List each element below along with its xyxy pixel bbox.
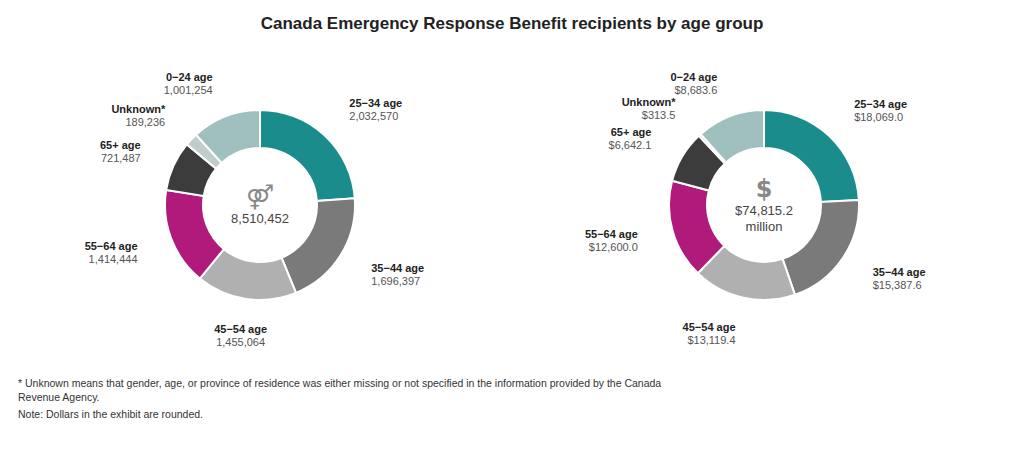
svg-text:45−54 age: 45−54 age [683,321,736,333]
html-text:million: million [745,219,783,234]
svg-text:$313.5: $313.5 [642,109,676,121]
svg-text:0−24 age: 0−24 age [166,71,213,83]
html-text:* Unknown means that gender, a: * Unknown means that gender, age, or pro… [18,377,662,403]
svg-text:721,487: 721,487 [101,152,141,164]
svg-text:55−64 age: 55−64 age [85,240,138,252]
svg-text:1,001,254: 1,001,254 [164,84,213,96]
svg-text:1,696,397: 1,696,397 [371,275,420,287]
svg-text:1,414,444: 1,414,444 [89,253,138,265]
html-text:8,510,452: 8,510,452 [231,211,289,226]
svg-text:1,455,064: 1,455,064 [216,336,265,348]
svg-text:65+ age: 65+ age [611,126,652,138]
html-text:$74,815.2: $74,815.2 [735,203,793,218]
svg-text:35−44 age: 35−44 age [371,262,424,274]
svg-text:55−64 age: 55−64 age [585,228,638,240]
svg-text:189,236: 189,236 [125,116,165,128]
html-text:Canada Emergency Response Bene: Canada Emergency Response Benefit recipi… [260,14,764,33]
svg-text:$18,069.0: $18,069.0 [854,111,903,123]
svg-text:$13,119.4: $13,119.4 [687,334,735,346]
svg-text:25−34 age: 25−34 age [349,97,402,109]
svg-text:0−24 age: 0−24 age [670,71,717,83]
html-text:Note: Dollars in the exhibit a: Note: Dollars in the exhibit are rounded… [18,408,203,420]
svg-text:65+ age: 65+ age [100,139,141,151]
svg-text:$12,600.0: $12,600.0 [589,241,638,253]
svg-text:Unknown*: Unknown* [622,96,676,108]
svg-text:35−44 age: 35−44 age [873,266,926,278]
svg-text:45−54 age: 45−54 age [214,323,267,335]
svg-text:25−34 age: 25−34 age [854,98,907,110]
svg-text:Unknown*: Unknown* [111,103,165,115]
svg-text:$6,642.1: $6,642.1 [609,139,652,151]
svg-text:$15,387.6: $15,387.6 [873,279,922,291]
svg-text:$8,683.6: $8,683.6 [674,84,717,96]
svg-text:2,032,570: 2,032,570 [349,110,398,122]
